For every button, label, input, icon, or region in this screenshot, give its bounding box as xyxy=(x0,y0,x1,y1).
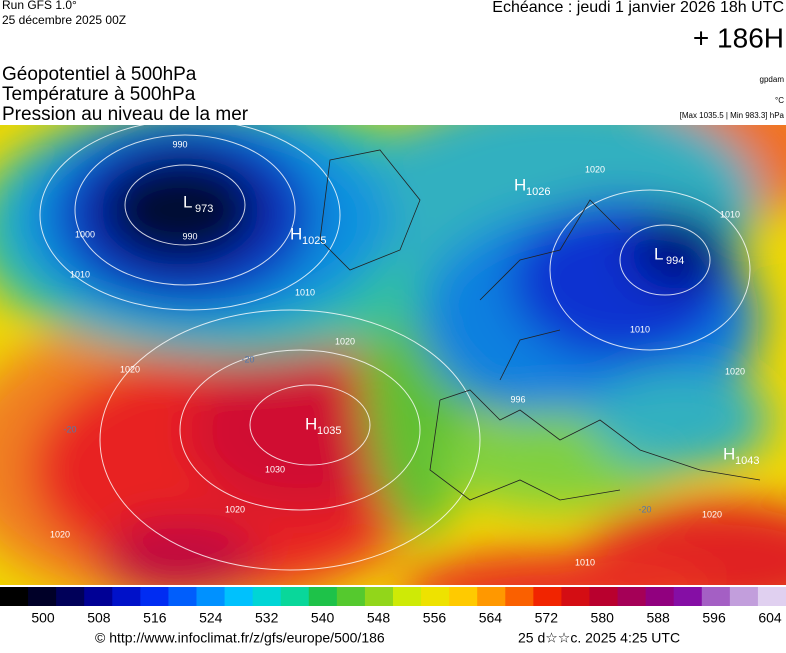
colorbar-tick-label: 580 xyxy=(591,610,615,626)
colorbar-cell xyxy=(617,587,647,606)
isotherm-label: -20 xyxy=(63,424,76,434)
unit: gpdam xyxy=(760,75,785,84)
isobar-label: 1020 xyxy=(225,504,245,514)
center-type: H xyxy=(723,444,735,463)
footer-stamp: 25 d☆☆c. 2025 4:25 UTC xyxy=(518,630,680,646)
colorbar-cell xyxy=(56,587,85,606)
run-label: Run GFS 1.0° xyxy=(2,0,77,12)
colorbar-cell xyxy=(28,587,57,606)
colorbar-cell xyxy=(280,587,310,606)
colorbar-tick-label: 572 xyxy=(535,610,559,626)
colorbar-tick-label: 516 xyxy=(143,610,167,626)
center-type: H xyxy=(514,175,526,194)
center-value: 1035 xyxy=(317,425,341,437)
colorbar-cell xyxy=(168,587,197,606)
isobar-label: 1030 xyxy=(265,464,285,474)
colorbar-tick-label: 588 xyxy=(646,610,670,626)
colorbar-cell xyxy=(112,587,141,606)
colorbar-cell xyxy=(364,587,394,606)
colorbar-cell xyxy=(196,587,226,606)
center-value: 1043 xyxy=(735,455,759,467)
colorbar-cell xyxy=(505,587,534,606)
isobar-label: 1020 xyxy=(335,336,355,346)
colorbar-cell xyxy=(673,587,703,606)
forecast-time: Echéance : jeudi 1 janvier 2026 18h UTC xyxy=(492,0,784,16)
isobar-label: 1010 xyxy=(630,324,650,334)
center-value: 1025 xyxy=(302,235,326,247)
isobar-label: 1010 xyxy=(70,269,90,279)
isobar-label: 1010 xyxy=(720,209,740,219)
isobar-label: 1020 xyxy=(725,366,745,376)
legend-line: Pression au niveau de la mer xyxy=(2,104,249,125)
colorbar-tick-label: 564 xyxy=(479,610,503,626)
unit: °C xyxy=(775,96,784,105)
colorbar-tick-label: 548 xyxy=(367,610,391,626)
isobar-label: 1010 xyxy=(295,287,315,297)
isobar-label: 1020 xyxy=(50,529,70,539)
colorbar-tick-label: 604 xyxy=(758,610,782,626)
map-field xyxy=(0,125,786,585)
isobar-label: 1010 xyxy=(575,557,595,567)
center-value: 1026 xyxy=(526,186,550,198)
colorbar-tick-label: 508 xyxy=(87,610,111,626)
center-type: H xyxy=(290,224,302,243)
center-type: L xyxy=(654,244,663,263)
legend-line: Géopotentiel à 500hPa xyxy=(2,64,197,85)
colorbar-cell xyxy=(533,587,562,606)
colorbar-cell xyxy=(308,587,338,606)
unit: [Max 1035.5 | Min 983.3] hPa xyxy=(680,111,785,120)
colorbar-cell xyxy=(477,587,506,606)
isobar-label: 996 xyxy=(510,394,525,404)
colorbar-tick-label: 540 xyxy=(311,610,335,626)
colorbar-cell xyxy=(421,587,450,606)
center-value: 973 xyxy=(195,203,213,215)
center-value: 994 xyxy=(666,255,684,267)
isotherm-label: -20 xyxy=(241,354,254,364)
legend-line: Température à 500hPa xyxy=(2,84,196,105)
colorbar-cell xyxy=(84,587,113,606)
colorbar-cell xyxy=(729,587,759,606)
isobar-label: 1020 xyxy=(702,509,722,519)
colorbar-cell xyxy=(252,587,282,606)
colorbar-cell xyxy=(224,587,254,606)
isobar-label: 1000 xyxy=(75,229,95,239)
isobar-label: 1020 xyxy=(120,364,140,374)
colorbar-cell xyxy=(393,587,422,606)
run-date: 25 décembre 2025 00Z xyxy=(2,13,126,27)
colorbar-tick-label: 532 xyxy=(255,610,279,626)
isobar-label: 1020 xyxy=(585,164,605,174)
colorbar-cell xyxy=(140,587,169,606)
colorbar-tick-label: 524 xyxy=(199,610,223,626)
colorbar-cell xyxy=(589,587,619,606)
isobar-label: 990 xyxy=(182,231,197,241)
colorbar-cell xyxy=(449,587,478,606)
colorbar-cell xyxy=(0,587,29,606)
colorbar-cell xyxy=(561,587,590,606)
footer-url: © http://www.infoclimat.fr/z/gfs/europe/… xyxy=(95,630,385,646)
colorbar-cell xyxy=(336,587,366,606)
lead-time: + 186H xyxy=(693,22,784,53)
colorbar: 500 508 516 524 532 540 548 556 564 572 580 588 596 6… xyxy=(0,587,786,626)
colorbar-tick-label: 596 xyxy=(702,610,726,626)
isobar-label: 990 xyxy=(172,139,187,149)
colorbar-cell xyxy=(701,587,731,606)
colorbar-cell xyxy=(757,587,786,606)
colorbar-cell xyxy=(645,587,675,606)
colorbar-tick-label: 500 xyxy=(31,610,55,626)
center-type: H xyxy=(305,414,317,433)
isotherm-label: -20 xyxy=(638,504,651,514)
center-type: L xyxy=(183,192,192,211)
colorbar-tick-label: 556 xyxy=(423,610,447,626)
